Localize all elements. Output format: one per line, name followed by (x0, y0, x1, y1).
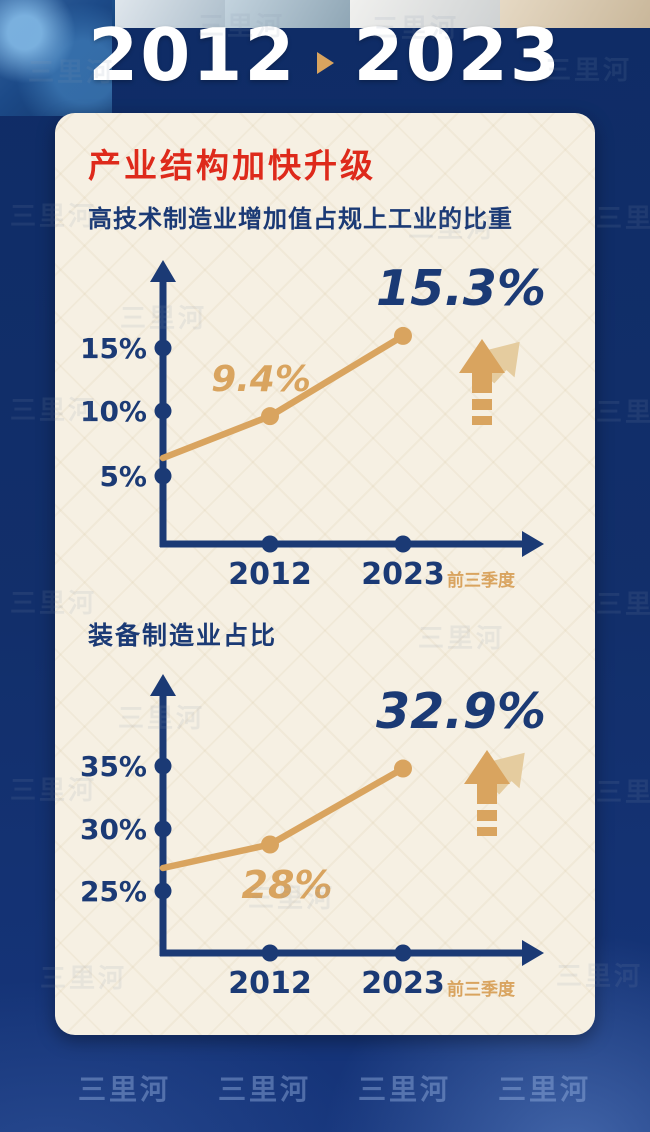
value-label: 32.9% (376, 683, 546, 740)
photo-segment (115, 0, 225, 28)
chart2-title: 装备制造业占比 (88, 621, 278, 650)
watermark-text: 三里河 (596, 590, 650, 620)
category-suffix: 前三季度 (447, 979, 516, 1000)
y-tick-label: 5% (99, 460, 147, 493)
x-axis-arrowhead (522, 531, 544, 557)
chart1-title: 高技术制造业增加值占规上工业的比重 (88, 205, 513, 233)
y-tick-dot (154, 402, 172, 420)
y-axis-arrowhead (150, 260, 176, 282)
y-tick-dot (154, 757, 172, 775)
photo-segment (350, 0, 500, 28)
y-tick-dot (154, 882, 172, 900)
data-point (394, 759, 412, 778)
equipment-share-line-chart: 25% 30% 35% 2012 2023 前三季度 28% 32.9% (80, 674, 546, 1001)
machinery-photo (0, 0, 112, 116)
value-label: 9.4% (211, 359, 311, 400)
y-tick-dot (154, 339, 172, 357)
watermark-text: 三里河 (498, 1073, 592, 1106)
y-tick-dot (154, 467, 172, 485)
data-point (261, 407, 279, 426)
x-tick-dot (261, 535, 279, 553)
y-tick-label: 25% (80, 875, 147, 908)
data-point (261, 835, 279, 854)
watermark-text: 三里河 (596, 204, 650, 234)
photo-segment (500, 0, 650, 28)
data-point (394, 326, 412, 345)
data-line (159, 765, 407, 872)
watermark-text: 三里河 (358, 1073, 452, 1106)
y-axis-arrowhead (150, 674, 176, 696)
up-arrow-icon (459, 339, 505, 425)
category-label: 2012 (228, 966, 312, 1001)
info-card: 产业结构加快升级 高技术制造业增加值占规上工业的比重 5% 10% 15% 2012 2… (55, 113, 595, 1035)
y-tick-label: 30% (80, 813, 147, 846)
category-label: 2023 (361, 966, 445, 1001)
up-arrow-icon (464, 750, 510, 836)
watermark-text: 三里河 (596, 778, 650, 808)
x-tick-dot (394, 535, 412, 553)
year-to: 2023 (353, 13, 562, 97)
year-range-header: 2012 2023 (0, 13, 650, 97)
x-tick-dot (394, 944, 412, 962)
watermark-text: 三里河 (78, 1073, 172, 1106)
watermark-text: 三里河 (218, 1073, 312, 1106)
y-tick-label: 15% (80, 332, 147, 365)
y-tick-label: 10% (80, 395, 147, 428)
x-tick-dot (261, 944, 279, 962)
y-tick-dot (154, 820, 172, 838)
right-triangle-icon (316, 52, 334, 74)
x-axis-arrowhead (522, 940, 544, 966)
category-suffix: 前三季度 (447, 570, 516, 591)
photo-collage-strip (0, 0, 650, 28)
high-tech-share-line-chart: 5% 10% 15% 2012 2023 前三季度 9.4% 15.3% (80, 260, 546, 592)
y-tick-label: 35% (80, 750, 147, 783)
year-from: 2012 (88, 13, 297, 97)
photo-segment (225, 0, 350, 28)
category-label: 2023 (361, 557, 445, 592)
watermark-text: 三里河 (596, 398, 650, 428)
value-label: 28% (242, 863, 333, 907)
value-label: 15.3% (376, 260, 546, 317)
category-label: 2012 (228, 557, 312, 592)
card-title: 产业结构加快升级 (88, 146, 376, 185)
